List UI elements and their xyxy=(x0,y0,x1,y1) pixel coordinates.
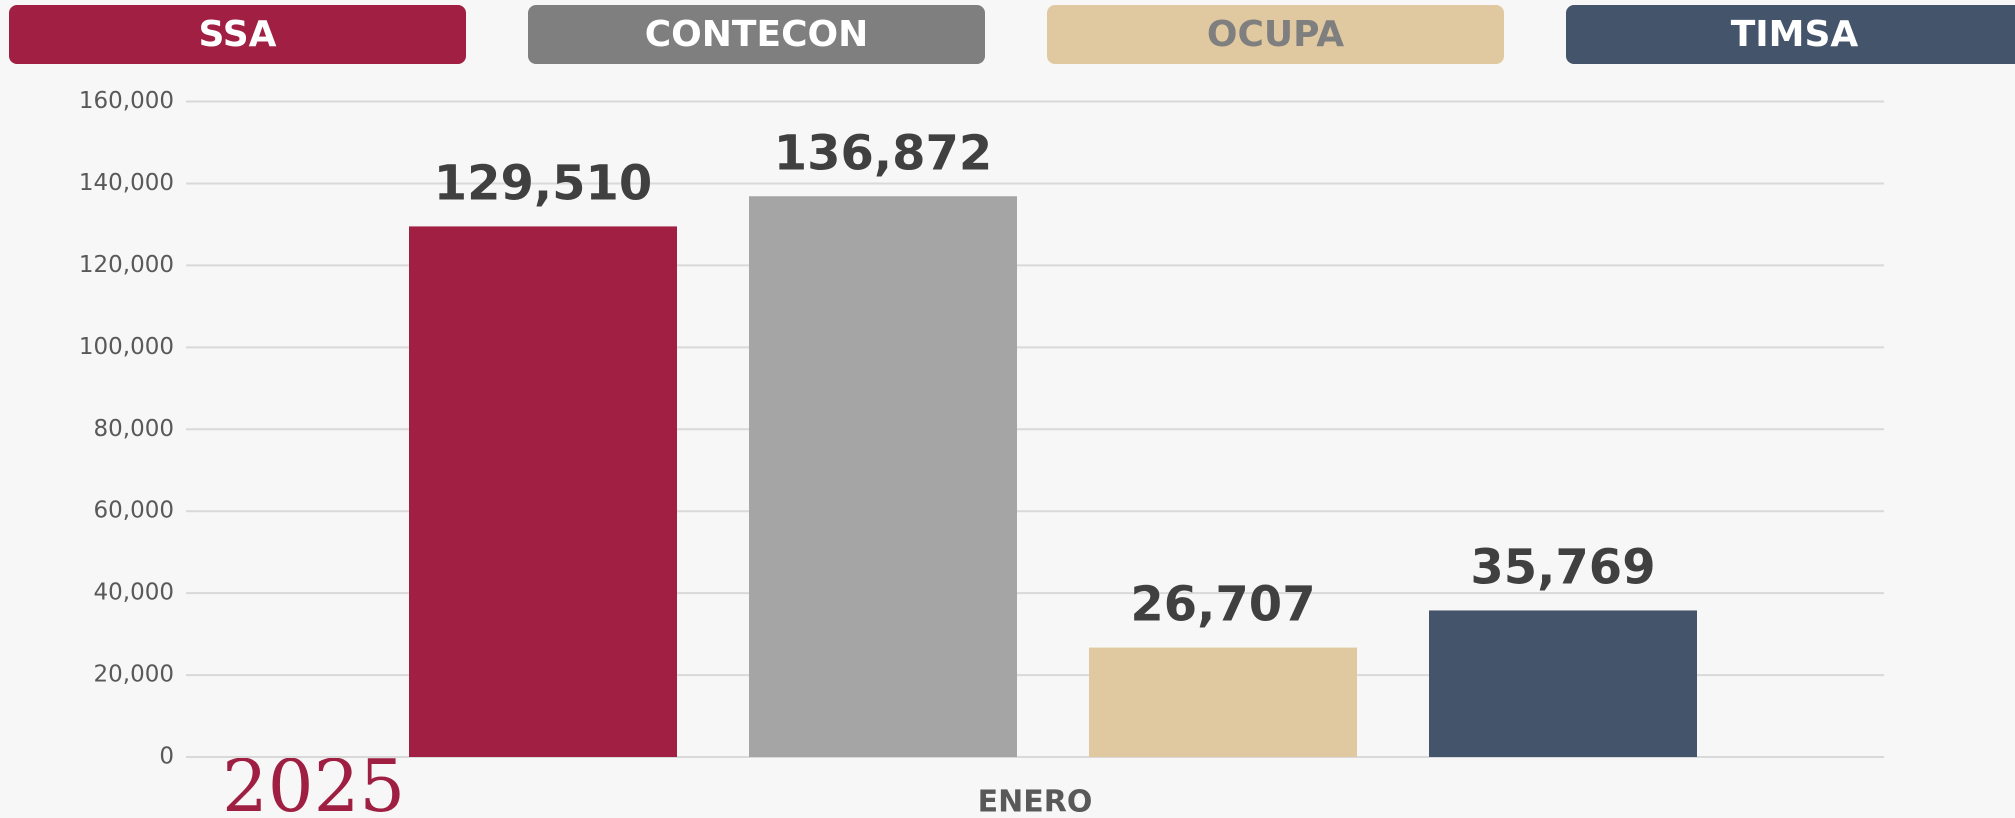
value-label: 136,872 xyxy=(774,125,993,181)
value-label: 26,707 xyxy=(1130,577,1315,633)
y-tick-label: 40,000 xyxy=(94,580,174,606)
legend-label: CONTECON xyxy=(645,14,868,55)
y-tick-label: 100,000 xyxy=(79,334,174,360)
y-tick-label: 60,000 xyxy=(94,498,174,524)
value-label: 35,769 xyxy=(1470,539,1655,595)
bar xyxy=(1089,648,1357,757)
y-tick-label: 0 xyxy=(159,744,174,770)
chart: 2025 0 20,000 40,000 60,000 80,000 100,000 120… xyxy=(0,0,2015,818)
y-tick-label: 80,000 xyxy=(94,416,174,442)
bar xyxy=(409,226,677,757)
y-tick-label: 160,000 xyxy=(79,88,174,114)
bar xyxy=(749,196,1017,757)
y-tick-label: 140,000 xyxy=(79,170,174,196)
x-tick-label: ENERO xyxy=(978,785,1093,818)
logo-text: 2025 xyxy=(222,744,405,818)
legend-label: TIMSA xyxy=(1731,14,1859,55)
legend-label: SSA xyxy=(198,14,276,55)
legend-label: OCUPA xyxy=(1207,14,1344,55)
bar xyxy=(1429,610,1697,757)
value-label: 129,510 xyxy=(434,155,653,211)
y-tick-label: 20,000 xyxy=(94,662,174,688)
y-tick-label: 120,000 xyxy=(79,252,174,278)
